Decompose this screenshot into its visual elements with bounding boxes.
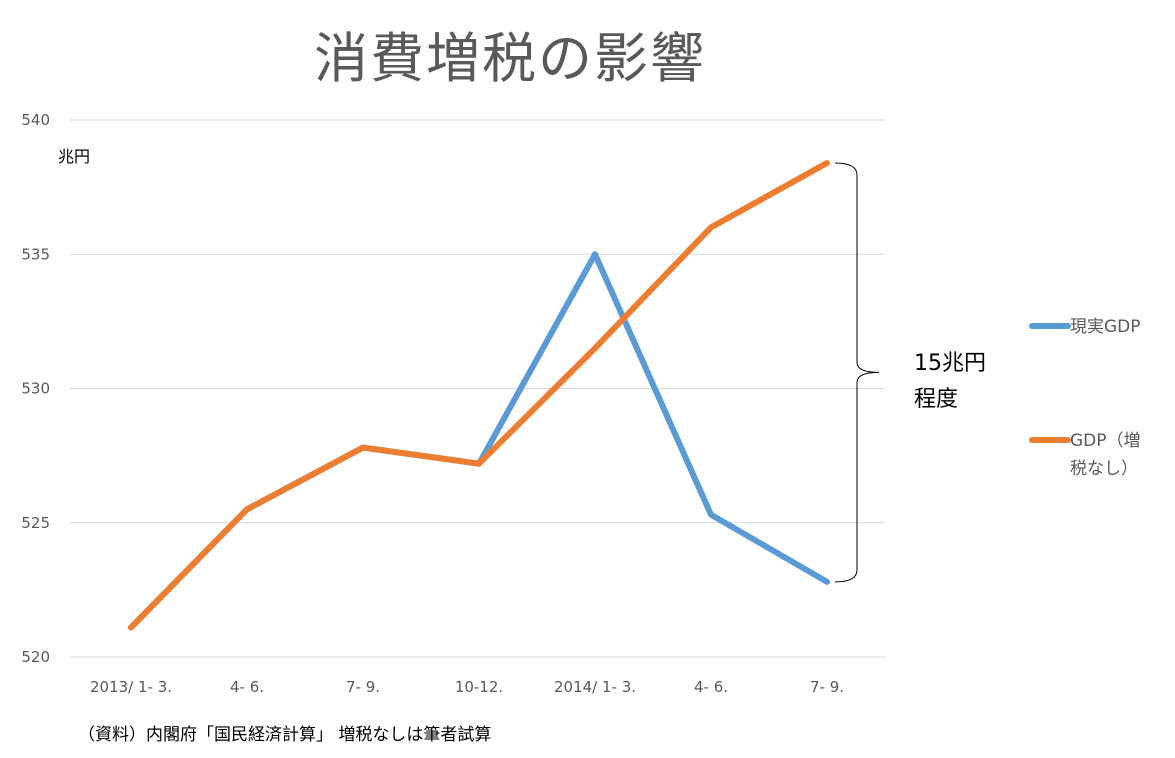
x-tick-4: 2014/ 1- 3.	[554, 678, 636, 696]
x-tick-5: 4- 6.	[694, 678, 728, 696]
x-tick-1: 4- 6.	[230, 678, 264, 696]
y-tick-530: 530	[21, 380, 50, 398]
x-axis-ticks: 2013/ 1- 3. 4- 6. 7- 9. 10-12. 2014/ 1- 3. 4-…	[90, 678, 844, 696]
chart-title: 消費増税の影響	[314, 27, 706, 90]
y-tick-535: 535	[21, 245, 50, 263]
y-tick-520: 520	[21, 648, 50, 666]
annotation-degree: 程度	[914, 387, 958, 412]
legend-label-actual-gdp: 現実GDP	[1070, 317, 1141, 337]
y-axis-ticks: 520 525 530 535 540	[21, 111, 50, 666]
x-tick-2: 7- 9.	[346, 678, 380, 696]
source-note: （資料）内閣府「国民経済計算」 増税なしは筆者試算	[78, 725, 492, 745]
legend-label-gdp-no-tax-hike-line2: 税なし）	[1070, 459, 1138, 479]
series-line-1	[128, 159, 830, 631]
y-tick-540: 540	[21, 111, 50, 129]
x-tick-0: 2013/ 1- 3.	[90, 678, 172, 696]
difference-brace	[834, 162, 880, 583]
annotation-amount: 15兆円	[914, 351, 986, 376]
series-lines	[128, 159, 830, 631]
series-line-0	[128, 251, 830, 631]
legend: 現実GDP GDP（増 税なし）	[1029, 317, 1141, 479]
x-tick-6: 7- 9.	[810, 678, 844, 696]
x-tick-3: 10-12.	[455, 678, 503, 696]
y-axis-unit-label: 兆円	[58, 147, 90, 166]
y-tick-525: 525	[21, 514, 50, 532]
legend-label-gdp-no-tax-hike-line1: GDP（増	[1070, 431, 1141, 451]
grid-lines	[70, 119, 885, 658]
